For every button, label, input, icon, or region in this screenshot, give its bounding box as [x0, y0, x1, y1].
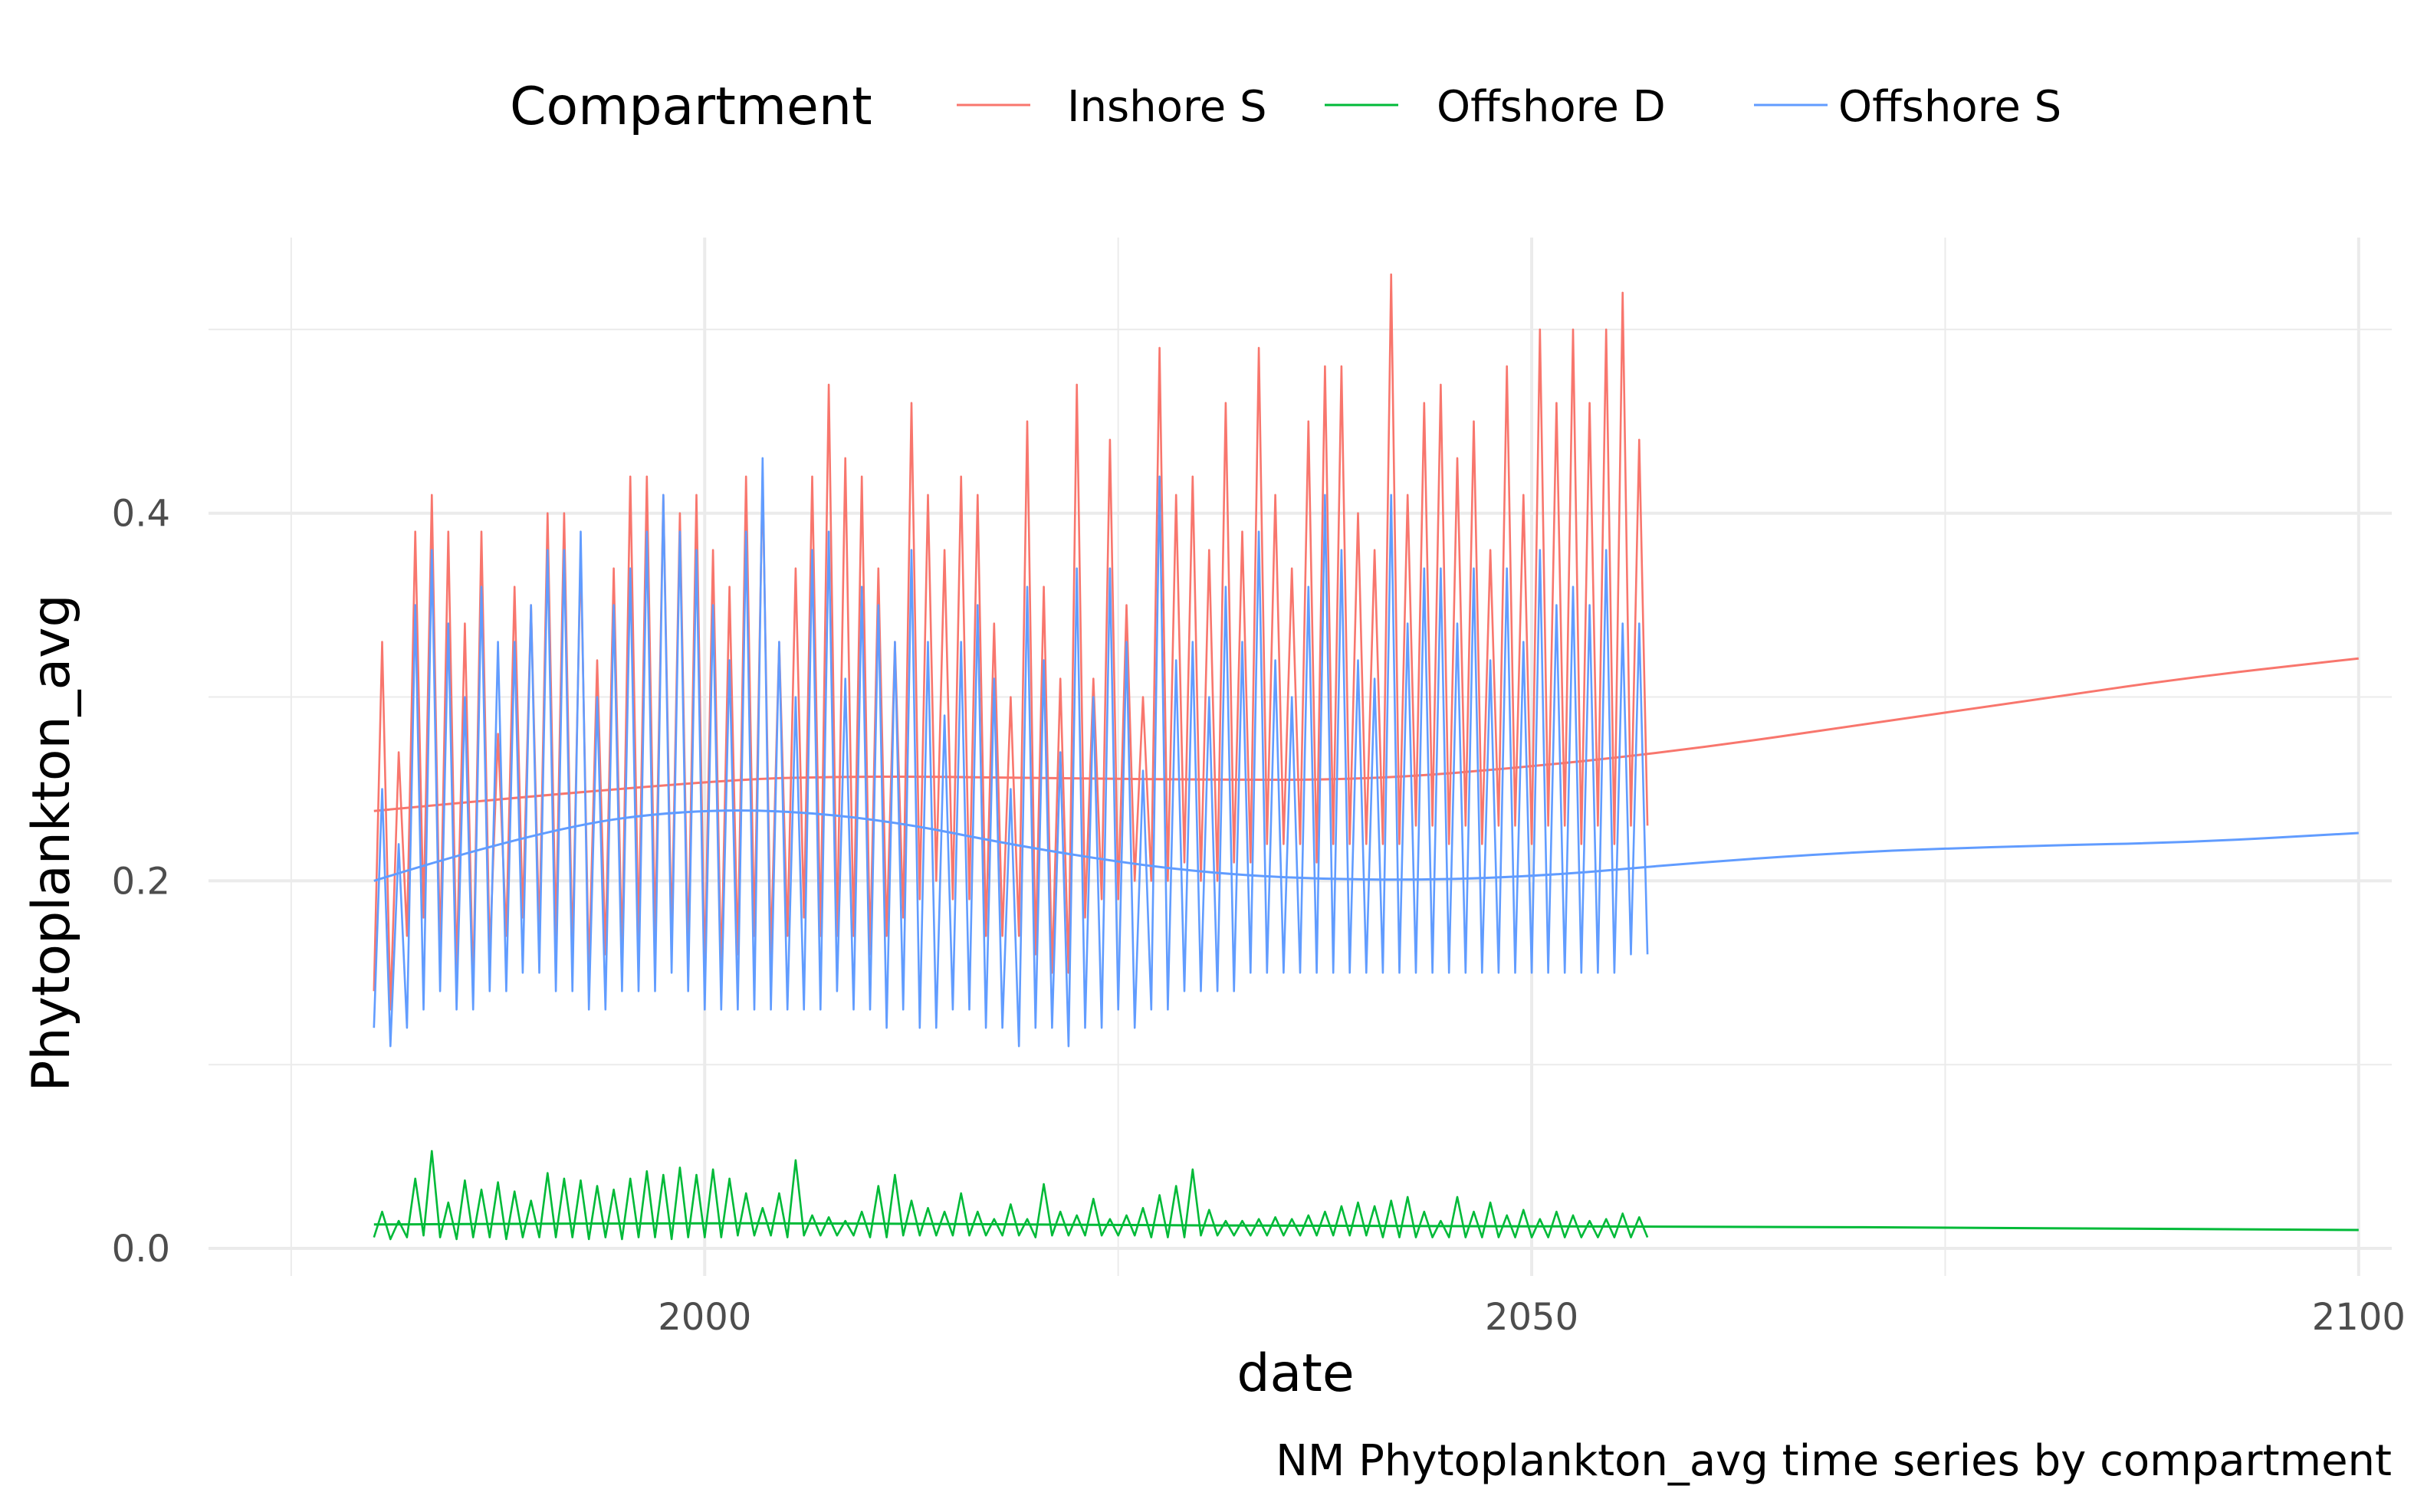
- series-line-offshore-d: [373, 1150, 1649, 1241]
- x-axis-title: date: [1237, 1343, 1354, 1404]
- legend-item-offshore-d: Offshore D: [1325, 82, 1666, 132]
- y-tick-label: 0.2: [112, 860, 170, 903]
- series-layer: [373, 273, 2359, 1241]
- x-tick-label: 2000: [658, 1296, 751, 1339]
- series-inshore-s: [373, 273, 2359, 1011]
- legend-label-offshore-d: Offshore D: [1437, 82, 1666, 132]
- x-tick-label: 2050: [1485, 1296, 1578, 1339]
- legend-label-inshore-s: Inshore S: [1067, 82, 1267, 132]
- y-tick-label: 0.0: [112, 1228, 170, 1271]
- chart-caption: NM Phytoplankton_avg time series by comp…: [1276, 1436, 2392, 1486]
- grid-layer: [209, 238, 2392, 1276]
- series-offshore-d: [373, 1150, 2359, 1241]
- x-tick-label: 2100: [2312, 1296, 2406, 1339]
- y-tick-label: 0.4: [112, 493, 170, 536]
- series-line-offshore-s: [373, 457, 1649, 1048]
- trend-line-inshore-s: [373, 657, 2359, 812]
- legend-item-offshore-s: Offshore S: [1754, 82, 2061, 132]
- series-offshore-s: [373, 457, 2359, 1048]
- legend: Compartment Inshore S Offshore D Offshor…: [510, 77, 2061, 137]
- legend-label-offshore-s: Offshore S: [1838, 82, 2061, 132]
- trend-line-offshore-d: [373, 1222, 2359, 1232]
- legend-item-inshore-s: Inshore S: [957, 82, 1267, 132]
- y-axis-title: Phytoplankton_avg: [21, 594, 82, 1091]
- tick-labels: 2000 2050 2100 0.0 0.2 0.4: [112, 493, 2406, 1339]
- trend-line-offshore-s: [373, 809, 2359, 882]
- legend-title: Compartment: [510, 77, 872, 137]
